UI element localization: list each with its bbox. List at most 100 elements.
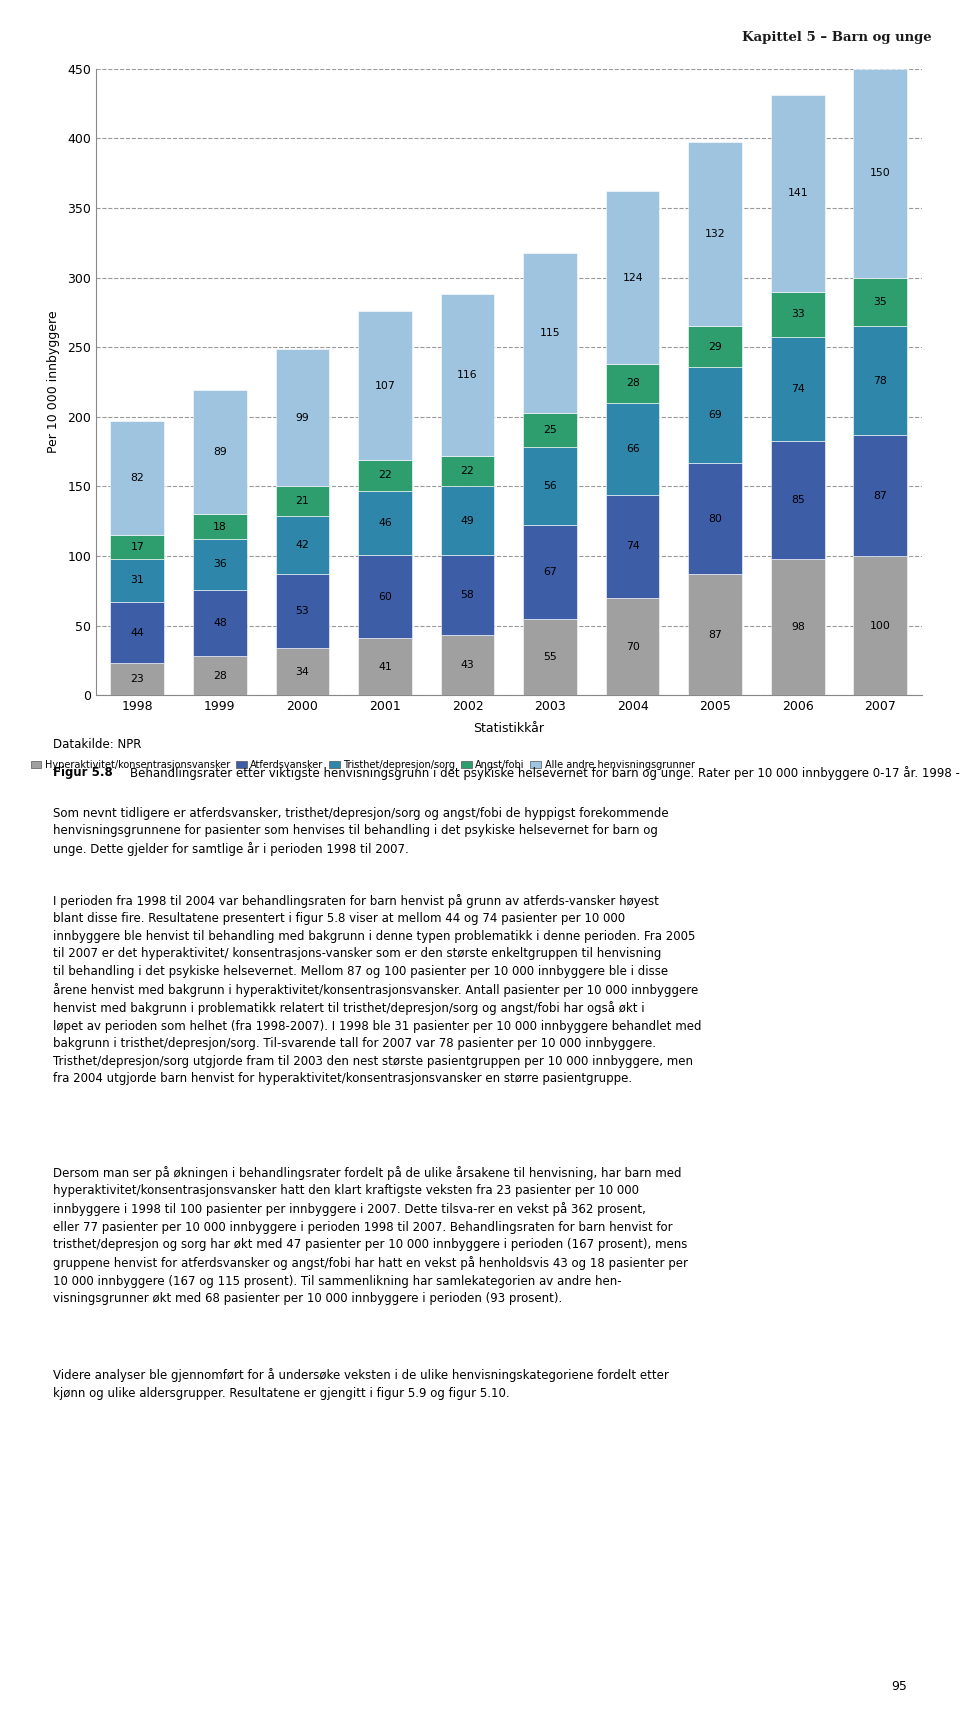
Text: 49: 49 (461, 515, 474, 525)
Text: 22: 22 (378, 470, 392, 481)
Bar (358, 491, 412, 555)
Bar (688, 464, 742, 573)
Legend: Hyperaktivitet/konsentrasjonsvansker, Atferdsvansker, Tristhet/depresjon/sorg, A: Hyperaktivitet/konsentrasjonsvansker, At… (31, 761, 694, 769)
Bar (193, 515, 247, 539)
Bar (606, 494, 660, 598)
Bar (276, 486, 329, 515)
Text: 22: 22 (461, 465, 474, 476)
Text: 34: 34 (296, 666, 309, 676)
Bar (441, 486, 494, 555)
Text: 21: 21 (296, 496, 309, 507)
Bar (276, 349, 329, 486)
Text: 31: 31 (131, 575, 144, 585)
Bar (853, 278, 907, 326)
Bar (523, 448, 577, 525)
Bar (193, 589, 247, 656)
Text: Behandlingsrater etter viktigste henvisningsgrunn i det psykiske helsevernet for: Behandlingsrater etter viktigste henvisn… (130, 766, 960, 780)
Bar (688, 143, 742, 326)
Bar (193, 539, 247, 589)
Text: Som nevnt tidligere er atferdsvansker, tristhet/depresjon/sorg og angst/fobi de : Som nevnt tidligere er atferdsvansker, t… (53, 807, 668, 857)
Bar (606, 364, 660, 403)
Text: Dersom man ser på økningen i behandlingsrater fordelt på de ulike årsakene til h: Dersom man ser på økningen i behandlings… (53, 1166, 687, 1305)
Bar (193, 390, 247, 515)
Text: 35: 35 (874, 297, 887, 307)
Text: 28: 28 (213, 671, 227, 682)
Text: 41: 41 (378, 661, 392, 671)
Bar (276, 647, 329, 695)
Bar (110, 536, 164, 560)
Text: 25: 25 (543, 426, 557, 434)
Text: 58: 58 (461, 591, 474, 601)
Bar (606, 598, 660, 695)
Text: 33: 33 (791, 309, 804, 319)
Bar (523, 412, 577, 448)
Bar (771, 292, 825, 338)
Text: 100: 100 (870, 622, 891, 630)
Text: 56: 56 (543, 481, 557, 491)
Bar (110, 663, 164, 695)
Bar (193, 656, 247, 695)
Text: Videre analyser ble gjennomført for å undersøke veksten i de ulike henvisningska: Videre analyser ble gjennomført for å un… (53, 1368, 669, 1399)
Bar (606, 403, 660, 494)
Bar (358, 311, 412, 460)
Text: 141: 141 (787, 189, 808, 199)
Bar (688, 573, 742, 695)
Bar (276, 515, 329, 573)
Bar (771, 94, 825, 292)
Bar (110, 421, 164, 536)
Bar (441, 555, 494, 635)
Bar (110, 603, 164, 663)
Bar (688, 326, 742, 367)
Text: 115: 115 (540, 328, 561, 338)
Text: 99: 99 (296, 412, 309, 422)
Y-axis label: Per 10 000 innbyggere: Per 10 000 innbyggere (47, 311, 60, 453)
Bar (441, 455, 494, 486)
Text: 46: 46 (378, 519, 392, 527)
Text: I perioden fra 1998 til 2004 var behandlingsraten for barn henvist på grunn av a: I perioden fra 1998 til 2004 var behandl… (53, 893, 702, 1085)
Text: 98: 98 (791, 622, 804, 632)
Text: 53: 53 (296, 606, 309, 616)
Bar (441, 635, 494, 695)
Text: 28: 28 (626, 378, 639, 388)
Text: 124: 124 (622, 273, 643, 283)
X-axis label: Statistikkår: Statistikkår (473, 721, 544, 735)
Bar (523, 252, 577, 412)
Bar (110, 560, 164, 603)
Bar (853, 434, 907, 556)
Bar (523, 618, 577, 695)
Text: Kapittel 5 – Barn og unge: Kapittel 5 – Barn og unge (741, 31, 931, 45)
Text: 116: 116 (457, 371, 478, 379)
Text: 60: 60 (378, 591, 392, 601)
Text: 23: 23 (131, 675, 144, 685)
Text: 82: 82 (131, 474, 144, 482)
Text: 43: 43 (461, 661, 474, 670)
Text: 67: 67 (543, 567, 557, 577)
Text: 95: 95 (891, 1679, 907, 1693)
Text: 80: 80 (708, 513, 722, 524)
Bar (688, 367, 742, 464)
Text: 29: 29 (708, 342, 722, 352)
Text: 87: 87 (708, 630, 722, 640)
Text: 66: 66 (626, 445, 639, 453)
Bar (771, 441, 825, 560)
Text: 87: 87 (874, 491, 887, 501)
Bar (358, 639, 412, 695)
Bar (606, 191, 660, 364)
Bar (276, 573, 329, 647)
Bar (358, 460, 412, 491)
Text: Datakilde: NPR: Datakilde: NPR (53, 738, 141, 752)
Bar (853, 326, 907, 434)
Text: 132: 132 (705, 230, 726, 239)
Bar (771, 338, 825, 441)
Bar (441, 294, 494, 455)
Text: 74: 74 (626, 541, 639, 551)
Text: 48: 48 (213, 618, 227, 628)
Text: 42: 42 (296, 539, 309, 549)
Bar (523, 525, 577, 618)
Text: Figur 5.8: Figur 5.8 (53, 766, 112, 780)
Bar (853, 69, 907, 278)
Text: 78: 78 (874, 376, 887, 386)
Text: 55: 55 (543, 652, 557, 663)
Text: 89: 89 (213, 448, 227, 457)
Text: 69: 69 (708, 410, 722, 419)
